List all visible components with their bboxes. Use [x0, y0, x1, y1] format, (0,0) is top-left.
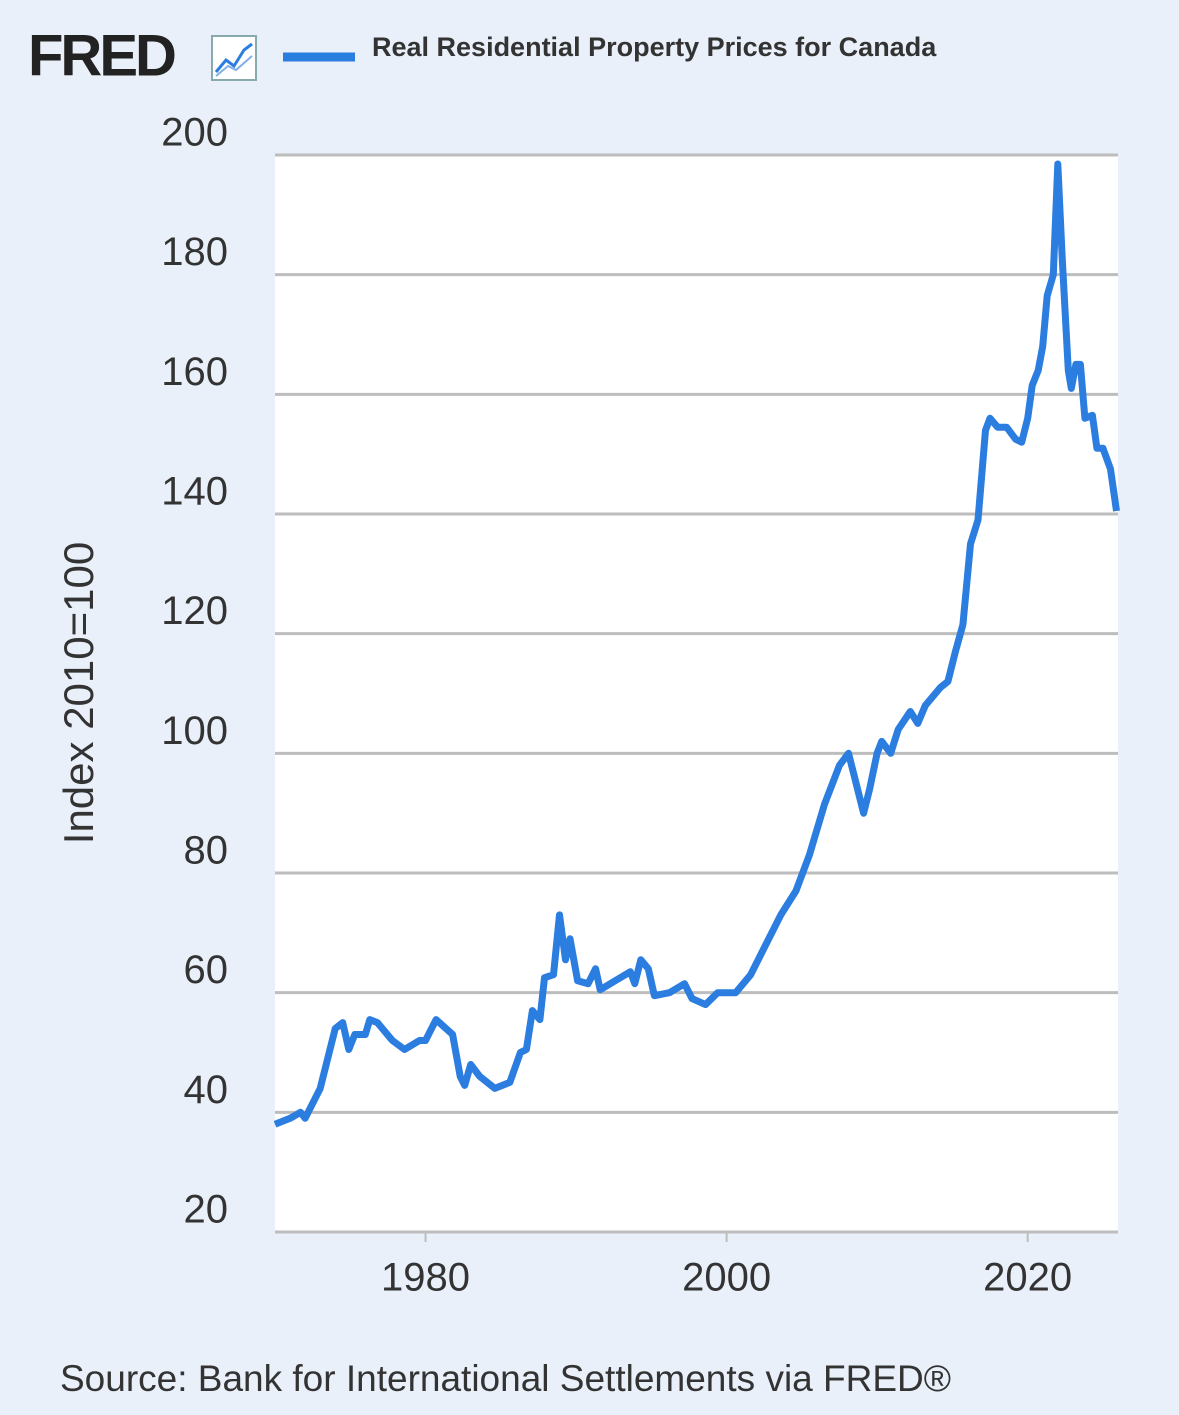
y-tick-label: 40 — [184, 1068, 229, 1112]
y-tick-label: 80 — [184, 829, 229, 873]
source: Source: Bank for International Settlemen… — [60, 1358, 951, 1399]
y-tick-label: 20 — [184, 1188, 229, 1232]
plot-area — [275, 155, 1118, 1232]
y-tick-label: 160 — [161, 350, 228, 394]
legend-label: Real Residential Property Prices for Can… — [372, 32, 937, 62]
y-tick-label: 60 — [184, 948, 229, 992]
data-line — [273, 160, 1120, 1128]
x-tick-label: 2020 — [983, 1256, 1072, 1300]
y-tick-label: 200 — [161, 111, 228, 155]
y-tick-label: 180 — [161, 230, 228, 274]
x-tick-label: 1980 — [381, 1256, 470, 1300]
y-tick-label: 140 — [161, 470, 228, 514]
y-tick-label: 100 — [161, 709, 228, 753]
logo: FRED — [28, 23, 175, 88]
y-tick-label: 120 — [161, 589, 228, 633]
logo-icon — [211, 35, 257, 81]
y-axis-label: Index 2010=100 — [55, 542, 102, 844]
x-tick-label: 2000 — [682, 1256, 771, 1300]
